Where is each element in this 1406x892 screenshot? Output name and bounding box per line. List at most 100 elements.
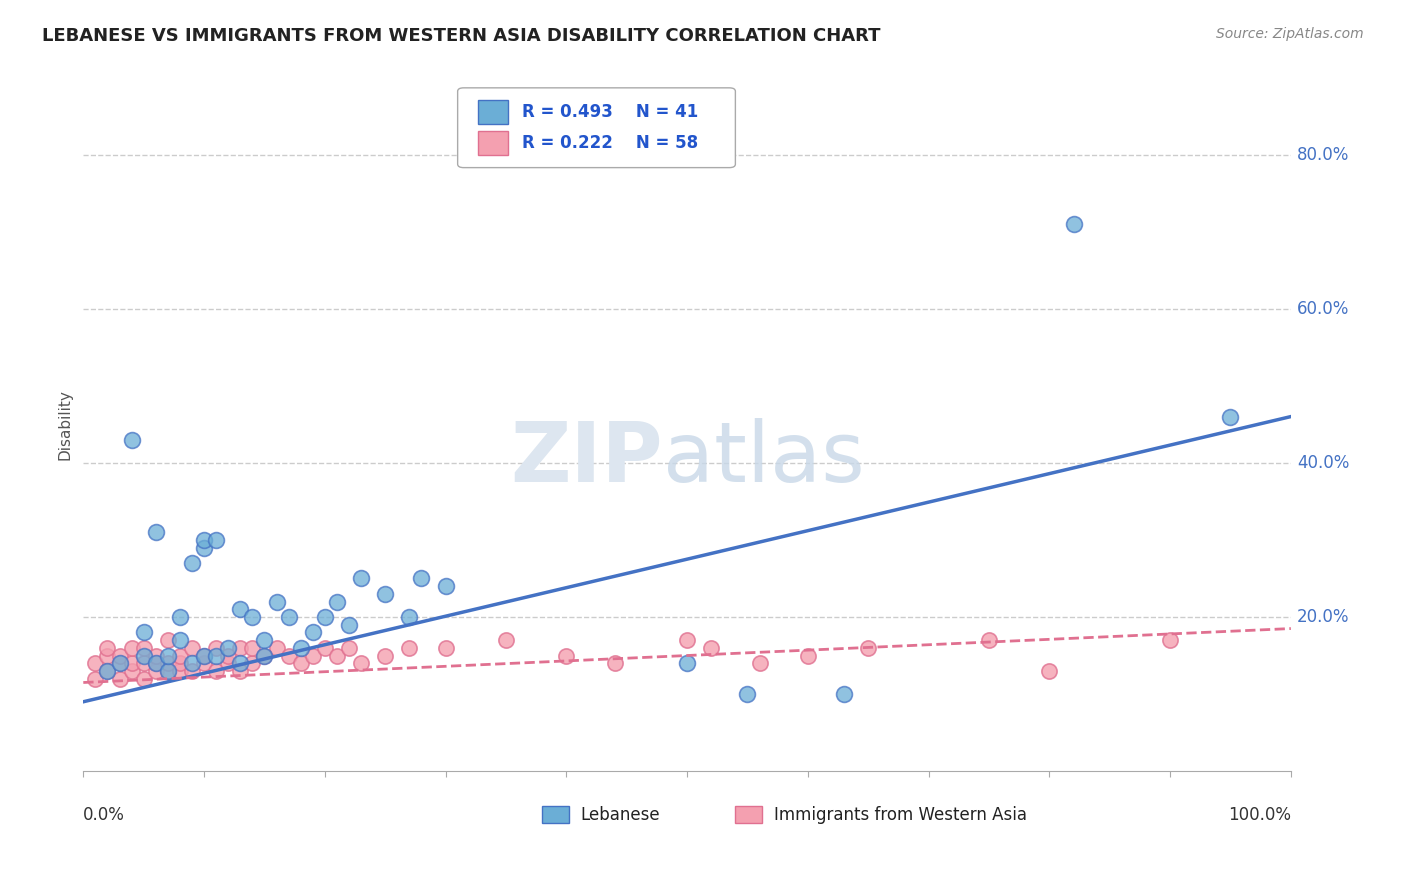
Point	[169, 657, 191, 671]
Point	[977, 633, 1000, 648]
Point	[217, 657, 239, 671]
Point	[169, 664, 191, 678]
Text: LEBANESE VS IMMIGRANTS FROM WESTERN ASIA DISABILITY CORRELATION CHART: LEBANESE VS IMMIGRANTS FROM WESTERN ASIA…	[42, 27, 880, 45]
Point	[108, 672, 131, 686]
Point	[169, 610, 191, 624]
Point	[181, 640, 204, 655]
Point	[156, 633, 179, 648]
Y-axis label: Disability: Disability	[58, 389, 72, 459]
Point	[217, 640, 239, 655]
Point	[193, 657, 215, 671]
Point	[240, 610, 263, 624]
Text: Source: ZipAtlas.com: Source: ZipAtlas.com	[1216, 27, 1364, 41]
Point	[205, 648, 228, 663]
Point	[676, 657, 699, 671]
Point	[181, 657, 204, 671]
Point	[96, 640, 118, 655]
FancyBboxPatch shape	[457, 87, 735, 168]
Point	[301, 625, 323, 640]
Point	[748, 657, 770, 671]
Text: 60.0%: 60.0%	[1296, 300, 1350, 318]
Point	[700, 640, 723, 655]
Point	[314, 610, 336, 624]
Point	[290, 640, 312, 655]
Point	[205, 533, 228, 547]
Point	[266, 640, 288, 655]
Text: Lebanese: Lebanese	[581, 805, 661, 824]
Point	[108, 657, 131, 671]
Point	[193, 533, 215, 547]
Text: 100.0%: 100.0%	[1227, 805, 1291, 824]
Point	[132, 648, 155, 663]
Point	[266, 594, 288, 608]
Point	[181, 664, 204, 678]
Point	[145, 657, 167, 671]
Point	[108, 648, 131, 663]
Point	[121, 640, 143, 655]
Point	[229, 640, 252, 655]
Point	[229, 664, 252, 678]
Point	[676, 633, 699, 648]
Point	[555, 648, 578, 663]
Point	[737, 687, 759, 701]
Text: Immigrants from Western Asia: Immigrants from Western Asia	[775, 805, 1026, 824]
Point	[253, 648, 276, 663]
Point	[797, 648, 820, 663]
Point	[193, 648, 215, 663]
Point	[326, 594, 349, 608]
Point	[398, 640, 420, 655]
Point	[145, 525, 167, 540]
Text: R = 0.493    N = 41: R = 0.493 N = 41	[522, 103, 697, 121]
Point	[398, 610, 420, 624]
Text: R = 0.222    N = 58: R = 0.222 N = 58	[522, 135, 697, 153]
Point	[132, 625, 155, 640]
Point	[121, 657, 143, 671]
Point	[374, 587, 396, 601]
Point	[96, 664, 118, 678]
Point	[193, 648, 215, 663]
Point	[1159, 633, 1181, 648]
Point	[1038, 664, 1060, 678]
Point	[301, 648, 323, 663]
Text: 20.0%: 20.0%	[1296, 608, 1350, 626]
FancyBboxPatch shape	[478, 131, 509, 155]
Point	[121, 664, 143, 678]
Point	[156, 664, 179, 678]
Point	[253, 633, 276, 648]
Point	[253, 648, 276, 663]
Point	[603, 657, 626, 671]
Point	[132, 672, 155, 686]
Point	[495, 633, 517, 648]
Text: 0.0%: 0.0%	[83, 805, 125, 824]
Point	[229, 602, 252, 616]
Text: 80.0%: 80.0%	[1296, 145, 1350, 163]
Point	[337, 640, 360, 655]
Point	[96, 664, 118, 678]
Point	[277, 610, 299, 624]
Point	[350, 571, 373, 585]
Point	[832, 687, 855, 701]
Point	[121, 433, 143, 447]
Point	[108, 657, 131, 671]
Point	[240, 657, 263, 671]
Point	[240, 640, 263, 655]
Point	[156, 657, 179, 671]
FancyBboxPatch shape	[543, 805, 569, 823]
Point	[84, 657, 107, 671]
Point	[434, 579, 457, 593]
Point	[858, 640, 880, 655]
Point	[145, 648, 167, 663]
Point	[156, 648, 179, 663]
Point	[337, 617, 360, 632]
Point	[434, 640, 457, 655]
Point	[374, 648, 396, 663]
Point	[169, 633, 191, 648]
Point	[169, 648, 191, 663]
Point	[217, 648, 239, 663]
Point	[350, 657, 373, 671]
Point	[229, 657, 252, 671]
Text: atlas: atlas	[664, 418, 865, 500]
Point	[96, 648, 118, 663]
Point	[1063, 217, 1085, 231]
Point	[84, 672, 107, 686]
